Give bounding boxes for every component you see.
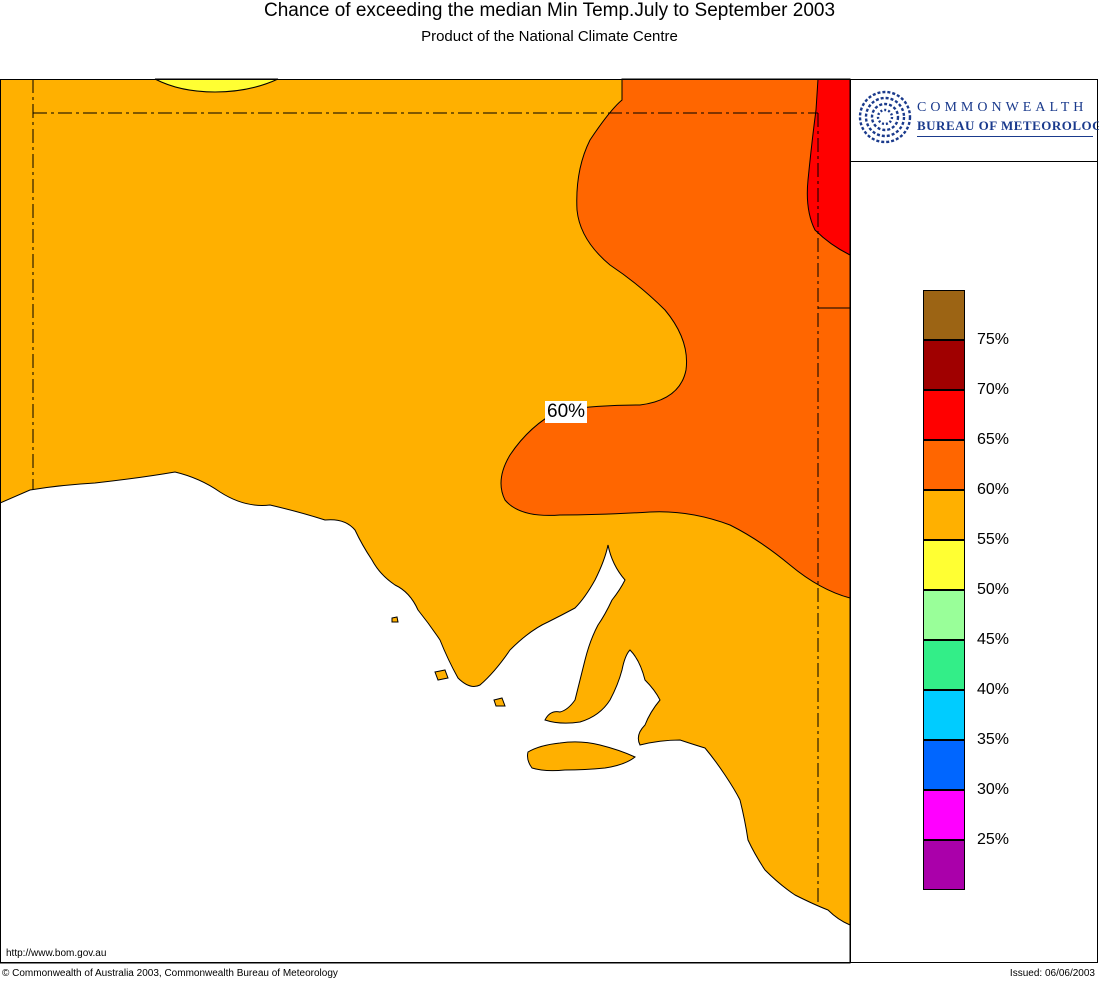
contour-label-60: 60% [545, 401, 588, 423]
legend-swatch [923, 440, 965, 490]
legend-swatch [923, 340, 965, 390]
chart-subtitle: Product of the National Climate Centre [421, 28, 678, 45]
legend-label: 55% [977, 531, 1010, 548]
legend-label: 45% [977, 631, 1010, 648]
legend-label: 40% [977, 681, 1010, 698]
legend-label: 25% [977, 831, 1010, 848]
issued-date: Issued: 06/06/2003 [1009, 968, 1095, 979]
legend-label: 35% [977, 731, 1010, 748]
legend-label: 30% [977, 781, 1010, 798]
small-island [391, 616, 399, 623]
logo-rule [917, 136, 1093, 137]
sea-area [0, 471, 851, 964]
logo-line-1: COMMONWEALTH [917, 100, 1088, 115]
legend-swatch [923, 740, 965, 790]
website-url[interactable]: http://www.bom.gov.au [6, 948, 107, 959]
small-island [493, 697, 506, 707]
swirl-logo-icon [858, 90, 912, 144]
region-50-55 [154, 78, 279, 93]
legend-swatch [923, 390, 965, 440]
small-island [434, 669, 449, 681]
legend-swatch [923, 490, 965, 540]
legend-swatch [923, 690, 965, 740]
legend-swatch [923, 790, 965, 840]
legend-swatch [923, 290, 965, 340]
legend-swatch [923, 590, 965, 640]
legend-swatch [923, 840, 965, 890]
legend-label: 50% [977, 581, 1010, 598]
legend-label: 65% [977, 431, 1010, 448]
legend-label: 60% [977, 481, 1010, 498]
logo-line-2: BUREAU OF METEOROLOGY [917, 118, 1099, 133]
chart-title: Chance of exceeding the median Min Temp.… [263, 0, 836, 21]
copyright-text: © Commonwealth of Australia 2003, Common… [2, 968, 338, 979]
bureau-logo: COMMONWEALTH BUREAU OF METEOROLOGY [851, 79, 1099, 162]
legend-swatch [923, 540, 965, 590]
kangaroo-island [527, 741, 636, 772]
legend-swatch [923, 640, 965, 690]
legend-label: 75% [977, 331, 1010, 348]
side-panel: COMMONWEALTH BUREAU OF METEOROLOGY 75% 70… [850, 79, 1099, 963]
legend-label: 70% [977, 381, 1010, 398]
